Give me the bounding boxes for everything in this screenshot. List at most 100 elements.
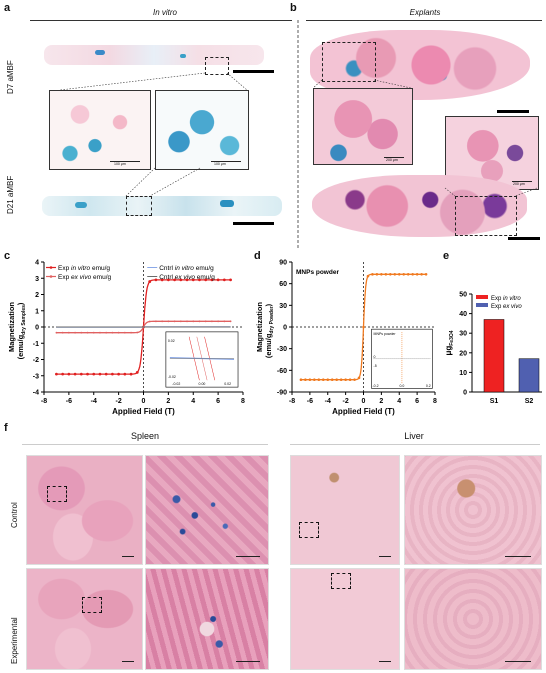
inset-y-tick: -5 (374, 364, 377, 368)
y-tick-label: -60 (277, 368, 287, 375)
data-point (117, 372, 121, 376)
scale-bar (236, 661, 260, 662)
data-point (380, 272, 383, 276)
data-point (210, 278, 214, 282)
explant-bottom-scale-bar (508, 237, 540, 240)
data-point (402, 272, 406, 276)
row-label-experimental: Experimental (10, 617, 19, 664)
x-tick-label: 4 (397, 398, 401, 405)
legend-entry: Cntrl in vitro emu/g (159, 265, 214, 272)
data-point (204, 278, 208, 282)
y-tick-label: 3 (35, 276, 39, 283)
y-tick-label: 30 (459, 331, 467, 338)
d21-scale-bar (233, 222, 274, 225)
data-point (299, 378, 303, 382)
data-point (313, 378, 316, 382)
data-point (123, 372, 127, 376)
data-point (229, 320, 232, 323)
data-point (222, 278, 226, 282)
x-tick-label: -6 (307, 398, 313, 405)
inset-scale-label: 200 μm (386, 158, 398, 162)
data-point (73, 372, 77, 376)
y-tick-label: -30 (277, 346, 287, 353)
data-point (389, 272, 392, 276)
inset-x-tick: -0.02 (172, 382, 180, 386)
inset-x-tick: 0.0 (399, 384, 404, 388)
inset-scale-bar (512, 181, 532, 182)
data-point (326, 378, 330, 382)
x-tick-label: 8 (433, 398, 437, 405)
data-point (424, 272, 428, 276)
data-point (198, 320, 201, 323)
inset-y-tick: 0 (374, 355, 376, 359)
d7-blue-spot (95, 50, 105, 55)
data-point (130, 331, 132, 334)
spleen-experimental-overview (26, 568, 143, 670)
y-tick-label: -1 (33, 341, 39, 348)
spleen-control-overview (26, 455, 143, 565)
x-tick-label: 4 (191, 398, 195, 405)
zoom-region (47, 486, 67, 502)
x-tick-label: S2 (525, 398, 534, 405)
x-tick-label: 6 (415, 398, 419, 405)
x-tick-label: S1 (490, 398, 499, 405)
data-point (420, 272, 423, 276)
liver-line (290, 444, 540, 445)
data-point (67, 372, 71, 376)
y-tick-label: -2 (33, 357, 39, 364)
scale-bar (379, 556, 391, 557)
inset-x-tick: 0.2 (426, 384, 431, 388)
scale-bar (236, 556, 260, 557)
liver-control-zoom (404, 455, 542, 565)
spleen-line (22, 444, 268, 445)
data-point (123, 331, 126, 334)
annotation-label: MNPs powder (296, 269, 339, 276)
y-tick-label: 10 (459, 370, 467, 377)
d21-blue-spot-2 (220, 200, 234, 207)
d21-zoom-inset-right: 100 μm (155, 90, 249, 170)
y-tick-label: 20 (459, 350, 467, 357)
x-tick-label: 0 (362, 398, 366, 405)
y-tick-label: 1 (35, 308, 39, 315)
panel-c-letter: c (4, 250, 11, 262)
x-tick-label: 2 (379, 398, 383, 405)
legend-swatch (476, 295, 488, 299)
data-point (353, 378, 356, 381)
data-point (211, 320, 213, 323)
d21-zoom-region (126, 196, 152, 216)
data-point (384, 272, 388, 276)
y-tick-label: 50 (459, 292, 467, 299)
legend-entry: Exp ex vivo (491, 304, 522, 310)
data-point (217, 320, 220, 323)
x-tick-label: 6 (216, 398, 220, 405)
d7-scale-bar (233, 70, 274, 73)
inset-scale-bar (110, 161, 140, 162)
data-point (185, 278, 189, 282)
data-point (191, 278, 195, 282)
data-point (154, 278, 158, 282)
data-point (98, 372, 102, 376)
data-point (411, 272, 414, 276)
y-tick-label: 2 (35, 292, 39, 299)
inset-scale-bar (211, 161, 241, 162)
data-point (173, 320, 176, 323)
data-point (99, 331, 101, 334)
panel-a-letter: a (4, 2, 11, 14)
data-point (406, 272, 410, 276)
liver-experimental-overview (290, 568, 400, 670)
panel-a-header-line (30, 20, 292, 21)
data-point (92, 372, 96, 376)
x-tick-label: -4 (325, 398, 331, 405)
x-tick-label: -4 (91, 398, 97, 405)
data-point (155, 320, 157, 323)
data-point (161, 320, 164, 323)
data-point (304, 378, 307, 382)
data-point (393, 272, 397, 276)
data-point (166, 278, 170, 282)
inset-y-tick: 0.02 (168, 339, 175, 343)
data-point (179, 278, 183, 282)
y-axis-label: Magnetization(emu/gdry Samples) (7, 302, 27, 360)
data-point (186, 320, 188, 323)
liver-control-overview (290, 455, 400, 565)
